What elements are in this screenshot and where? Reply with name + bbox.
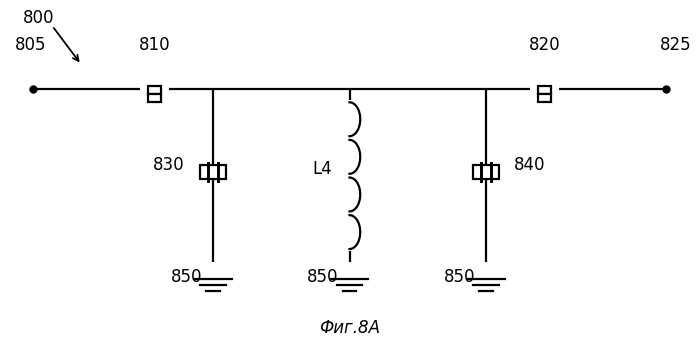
Text: 810: 810 [138, 36, 171, 54]
Text: 800: 800 [23, 9, 55, 28]
Text: 825: 825 [661, 36, 692, 54]
Bar [473, 165, 499, 179]
Bar [538, 86, 552, 95]
Text: 830: 830 [153, 155, 185, 174]
Text: 850: 850 [171, 268, 202, 286]
Text: 840: 840 [514, 155, 546, 174]
Bar [147, 94, 161, 102]
Text: Фиг.8А: Фиг.8А [319, 319, 380, 337]
Bar [538, 94, 552, 102]
Text: 850: 850 [307, 268, 338, 286]
Bar [200, 165, 226, 179]
Text: L4: L4 [313, 160, 333, 179]
Text: 805: 805 [15, 36, 46, 54]
Bar [147, 86, 161, 95]
Text: 820: 820 [528, 36, 561, 54]
Text: 850: 850 [443, 268, 475, 286]
